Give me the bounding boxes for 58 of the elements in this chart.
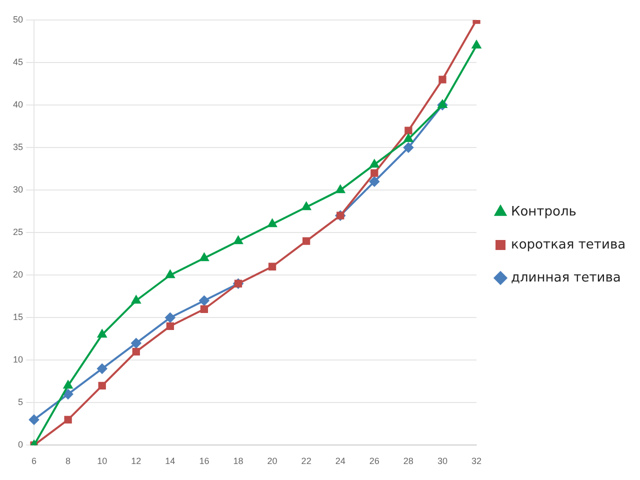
point	[200, 253, 209, 262]
x-tick-label: 30	[437, 456, 448, 466]
legend-label: Контроль	[511, 204, 576, 220]
point	[165, 312, 176, 323]
point	[98, 330, 107, 338]
x-tick-label: 22	[301, 456, 312, 466]
x-tick-label: 14	[165, 456, 176, 466]
legend-label: короткая тетива	[511, 237, 626, 252]
y-tick-label: 35	[12, 142, 24, 152]
x-tick-label: 26	[369, 456, 380, 466]
y-tick-label: 25	[12, 227, 24, 238]
point	[97, 364, 108, 374]
y-tick-label: 50	[12, 14, 24, 24]
y-tick-label: 0	[18, 440, 24, 450]
y-tick-label: 15	[12, 312, 24, 322]
point	[132, 296, 141, 304]
point	[29, 414, 40, 425]
x-tick-label: 16	[199, 456, 210, 466]
x-tick-label: 32	[471, 456, 482, 466]
y-tick-label: 30	[12, 184, 24, 195]
point	[166, 322, 174, 330]
point	[166, 270, 175, 278]
point	[199, 296, 210, 306]
point	[438, 76, 446, 84]
point	[98, 382, 106, 390]
point	[64, 380, 73, 389]
point	[472, 40, 481, 49]
point	[369, 176, 380, 187]
point	[234, 236, 243, 244]
point	[131, 338, 142, 348]
point	[404, 134, 413, 142]
y-tick-label: 20	[12, 270, 24, 280]
point	[370, 169, 378, 177]
point	[268, 262, 276, 270]
y-tick-label: 40	[12, 100, 24, 110]
y-tick-label: 45	[12, 57, 24, 68]
y-tick-label: 5	[18, 397, 24, 408]
x-tick-label: 6	[32, 456, 37, 466]
x-tick-label: 12	[131, 456, 142, 466]
y-tick-label: 10	[12, 354, 24, 365]
x-tick-label: 28	[403, 456, 414, 466]
legend-label: длинная тетива	[511, 270, 621, 286]
point	[132, 348, 140, 356]
x-tick-label: 18	[233, 456, 244, 466]
point	[200, 305, 208, 313]
x-tick-label: 20	[267, 456, 278, 466]
point	[268, 219, 277, 228]
point	[370, 160, 379, 168]
point	[404, 126, 412, 134]
point	[302, 202, 311, 210]
x-tick-label: 24	[335, 456, 346, 466]
point	[403, 142, 414, 153]
x-tick-label: 8	[66, 456, 71, 466]
x-tick-label: 10	[97, 456, 108, 466]
point	[336, 185, 345, 194]
point	[63, 389, 74, 400]
point	[302, 237, 310, 245]
point	[64, 416, 72, 424]
